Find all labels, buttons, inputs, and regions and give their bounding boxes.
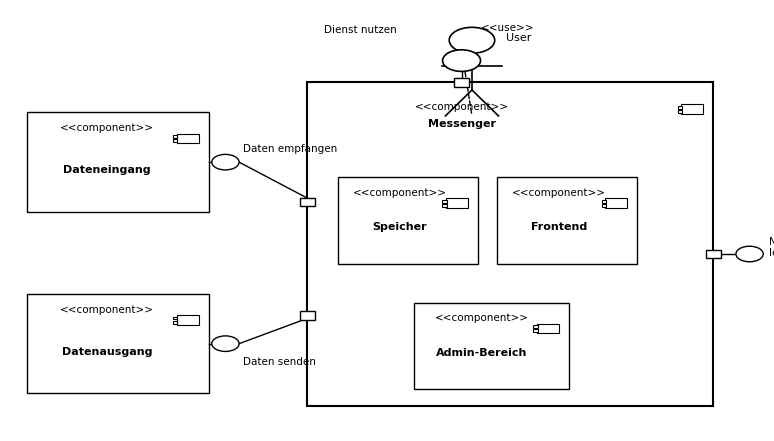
Circle shape bbox=[212, 336, 239, 351]
Bar bbox=[177, 315, 199, 325]
Bar bbox=[601, 204, 606, 207]
Bar bbox=[26, 112, 209, 212]
Text: Admin-Bereich: Admin-Bereich bbox=[437, 348, 528, 358]
Bar bbox=[677, 110, 682, 113]
Bar bbox=[300, 311, 315, 320]
Bar bbox=[337, 177, 478, 264]
Bar bbox=[706, 250, 721, 258]
Bar bbox=[681, 104, 703, 114]
Bar bbox=[173, 321, 177, 324]
Bar bbox=[173, 135, 177, 138]
Text: Speicher: Speicher bbox=[372, 222, 426, 232]
Bar bbox=[300, 198, 315, 206]
Bar bbox=[677, 106, 682, 108]
Circle shape bbox=[449, 27, 495, 53]
Bar bbox=[446, 198, 467, 208]
Bar bbox=[533, 325, 538, 328]
Bar bbox=[177, 134, 199, 143]
Text: <<component>>: <<component>> bbox=[435, 314, 529, 323]
Bar bbox=[173, 317, 177, 319]
Text: <<component>>: <<component>> bbox=[60, 123, 154, 133]
Text: <<component>>: <<component>> bbox=[512, 188, 606, 198]
Bar bbox=[537, 324, 559, 333]
Text: <<component>>: <<component>> bbox=[60, 305, 154, 315]
Bar bbox=[497, 177, 637, 264]
Circle shape bbox=[736, 246, 763, 262]
Text: Nachrichten
lesen: Nachrichten lesen bbox=[769, 237, 774, 258]
Bar bbox=[443, 204, 447, 207]
Bar bbox=[605, 198, 627, 208]
Bar bbox=[601, 200, 606, 203]
Text: Datenausgang: Datenausgang bbox=[62, 347, 152, 357]
Circle shape bbox=[212, 154, 239, 170]
Text: Daten empfangen: Daten empfangen bbox=[243, 143, 337, 153]
Bar bbox=[26, 294, 209, 393]
Bar bbox=[307, 82, 713, 406]
Text: Daten senden: Daten senden bbox=[243, 357, 316, 366]
Text: <<component>>: <<component>> bbox=[415, 102, 509, 112]
Text: Messenger: Messenger bbox=[427, 119, 495, 129]
Text: Dateneingang: Dateneingang bbox=[63, 165, 151, 175]
Bar bbox=[533, 329, 538, 333]
Text: Frontend: Frontend bbox=[531, 222, 587, 232]
Circle shape bbox=[443, 50, 481, 71]
Text: User: User bbox=[506, 33, 532, 43]
Bar bbox=[454, 78, 469, 86]
Bar bbox=[443, 200, 447, 203]
Bar bbox=[413, 303, 569, 389]
Text: <<use>>: <<use>> bbox=[481, 22, 534, 33]
Bar bbox=[173, 139, 177, 142]
Text: <<component>>: <<component>> bbox=[352, 188, 447, 198]
Text: Dienst nutzen: Dienst nutzen bbox=[324, 25, 397, 35]
